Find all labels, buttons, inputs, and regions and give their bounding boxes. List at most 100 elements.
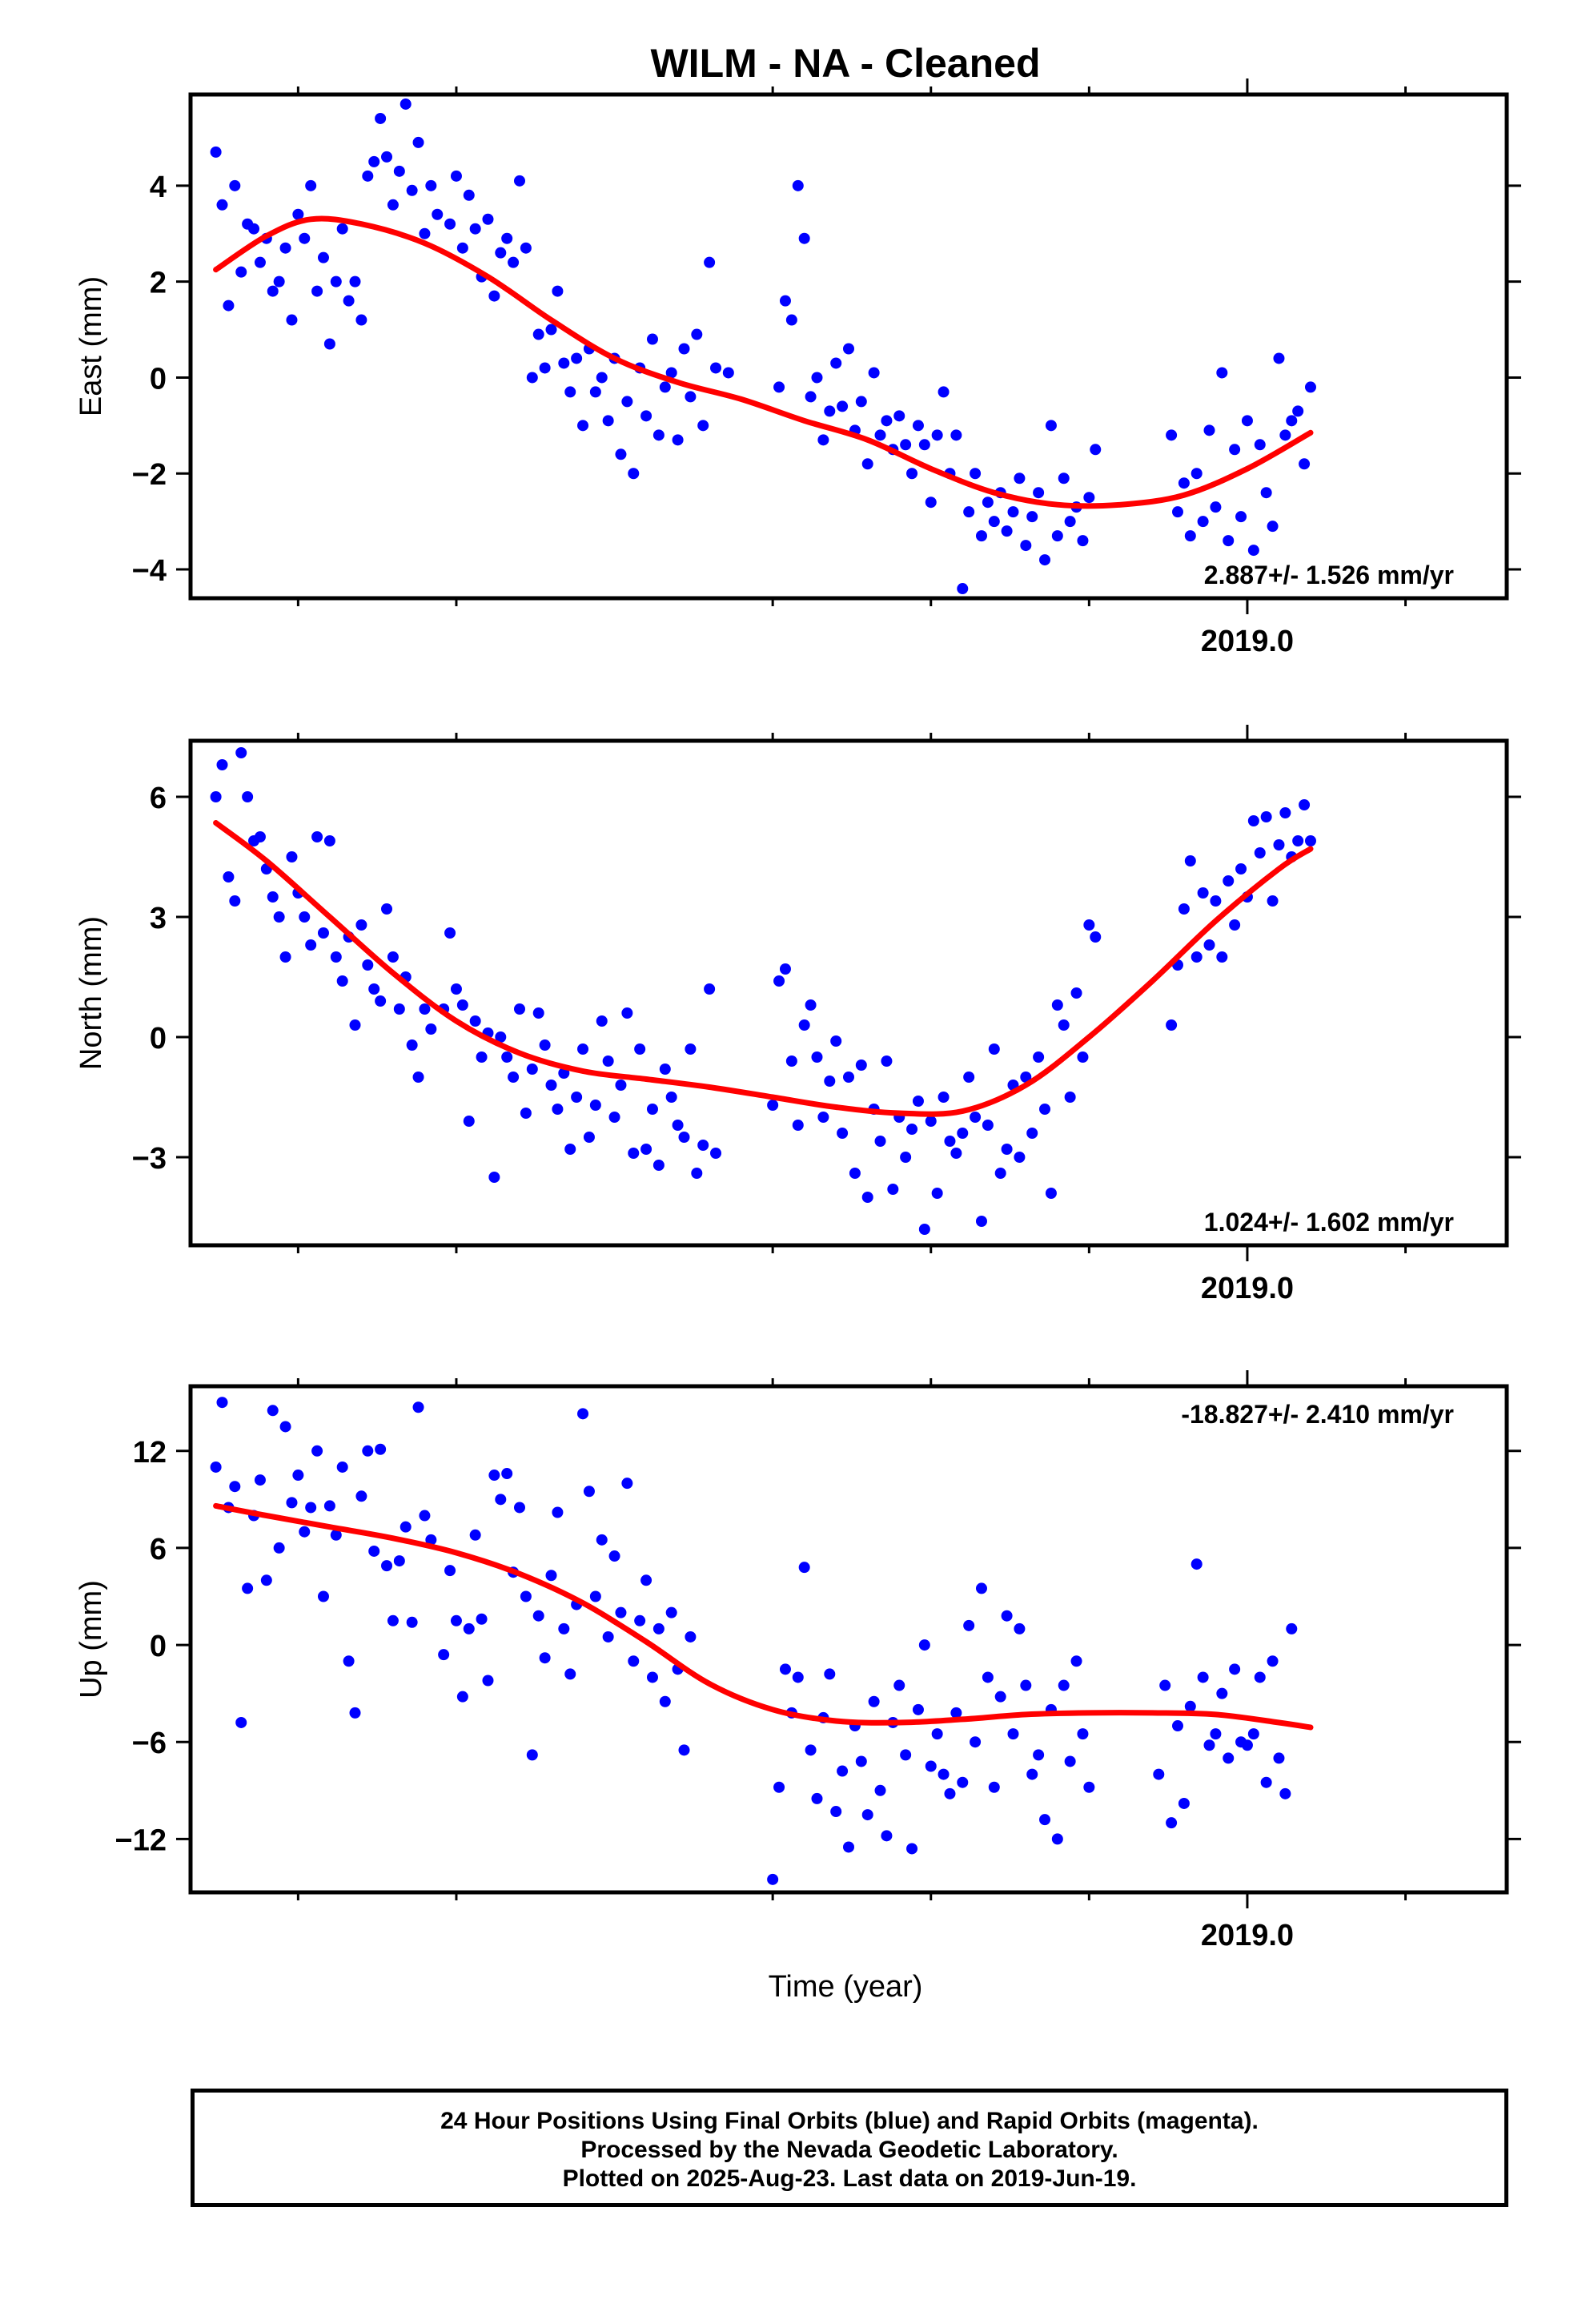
north-y-tick-label: 3 <box>150 902 167 935</box>
up-data-point <box>640 1574 652 1586</box>
east-data-point <box>248 223 260 235</box>
north-data-point <box>1020 1072 1032 1083</box>
north-data-point <box>1247 815 1259 826</box>
east-data-point <box>1247 545 1259 557</box>
north-data-point <box>577 1043 589 1055</box>
up-data-point <box>1007 1728 1019 1740</box>
up-data-point <box>861 1809 873 1821</box>
east-data-point <box>893 410 905 422</box>
east-data-point <box>571 352 583 364</box>
up-panel: −12 −6 0 6 12 2019.0 Up (mm) -18.827+/- 2.410 m… <box>74 1370 1521 1952</box>
east-data-point <box>1014 472 1026 485</box>
east-data-point <box>229 179 241 191</box>
east-data-point <box>210 146 222 158</box>
east-data-point <box>1216 367 1228 379</box>
east-data-point <box>824 405 836 417</box>
up-data-point <box>918 1639 930 1651</box>
up-data-point <box>773 1781 785 1793</box>
north-data-point <box>223 871 235 883</box>
up-data-point <box>488 1470 500 1482</box>
up-data-point <box>438 1649 450 1661</box>
east-data-point <box>1007 506 1019 518</box>
up-data-point <box>273 1542 285 1554</box>
up-data-point <box>406 1616 418 1628</box>
east-data-point <box>672 434 684 446</box>
north-data-point <box>906 1124 918 1135</box>
north-data-point <box>1077 1051 1089 1063</box>
north-data-point <box>1045 1188 1057 1199</box>
north-data-point <box>381 903 393 915</box>
north-data-point <box>925 1116 937 1127</box>
up-data-point <box>292 1470 304 1482</box>
up-data-point <box>1033 1749 1045 1761</box>
north-data-point <box>1039 1104 1051 1115</box>
up-data-point <box>678 1744 690 1756</box>
north-data-point <box>330 951 342 963</box>
east-data-point <box>349 275 361 287</box>
east-data-point <box>456 242 468 254</box>
east-data-point <box>1172 506 1183 518</box>
east-data-point <box>912 420 924 432</box>
north-data-point <box>1033 1051 1045 1063</box>
east-data-point <box>317 251 329 263</box>
north-data-point <box>571 1092 583 1103</box>
east-data-point <box>1210 501 1222 513</box>
north-data-point <box>1273 839 1285 850</box>
north-data-point <box>419 1003 431 1015</box>
east-data-point <box>1273 352 1285 364</box>
north-data-point <box>495 1031 507 1043</box>
up-data-point <box>767 1873 779 1885</box>
east-data-point <box>640 410 652 422</box>
up-data-point <box>400 1521 412 1533</box>
east-data-point <box>659 381 671 393</box>
up-data-point <box>476 1613 488 1625</box>
east-data-point <box>665 367 677 379</box>
north-data-point <box>1216 951 1228 963</box>
north-data-point <box>1178 903 1190 915</box>
up-data-point <box>1077 1728 1089 1740</box>
up-data-point <box>1070 1655 1082 1667</box>
north-data-point <box>672 1120 684 1131</box>
east-data-point <box>323 338 335 350</box>
up-data-point <box>1178 1797 1190 1809</box>
north-data-point <box>387 951 399 963</box>
east-fit-curve <box>213 215 1314 509</box>
up-data-point <box>267 1405 279 1417</box>
north-plot-frame <box>188 738 1509 1248</box>
north-data-point <box>444 927 456 939</box>
north-data-point <box>508 1072 520 1083</box>
east-data-point <box>982 497 994 509</box>
up-data-point <box>1026 1768 1038 1780</box>
north-data-point <box>887 1184 899 1195</box>
up-data-point <box>970 1736 982 1748</box>
east-data-point <box>970 468 982 480</box>
east-data-point <box>1064 516 1076 528</box>
east-rate-label: 2.887+/- 1.526 mm/yr <box>1204 561 1454 589</box>
north-data-point <box>849 1168 861 1179</box>
north-data-point <box>501 1051 513 1063</box>
up-data-point <box>944 1787 956 1799</box>
up-data-point <box>305 1502 317 1514</box>
north-data-point <box>970 1112 982 1123</box>
up-data-point <box>1064 1755 1076 1767</box>
up-data-point <box>1223 1752 1235 1764</box>
east-data-point <box>855 396 867 408</box>
north-data-point <box>273 911 285 923</box>
up-data-point <box>652 1622 665 1634</box>
up-data-point <box>1001 1610 1013 1622</box>
east-data-point <box>1286 415 1298 427</box>
north-data-point <box>596 1015 608 1027</box>
up-data-point <box>368 1545 380 1557</box>
east-data-point <box>1051 530 1063 542</box>
east-data-point <box>1235 511 1247 523</box>
north-data-point <box>640 1144 652 1155</box>
north-data-point <box>1197 887 1209 899</box>
up-data-point <box>798 1562 810 1574</box>
north-data-point <box>336 975 348 987</box>
up-x-tick-label: 2019.0 <box>1201 1919 1294 1952</box>
up-data-point <box>393 1555 405 1567</box>
north-data-point <box>450 983 462 995</box>
north-data-point <box>900 1152 912 1163</box>
north-data-point <box>1203 939 1215 951</box>
up-data-point <box>539 1652 551 1664</box>
